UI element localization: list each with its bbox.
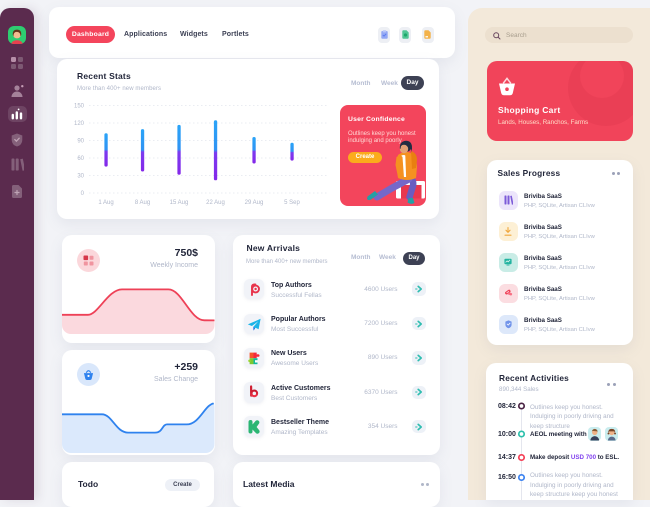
svg-text:1 Aug: 1 Aug — [98, 200, 113, 206]
svg-text:0: 0 — [81, 191, 85, 197]
svg-text:30: 30 — [77, 174, 84, 180]
svg-text:60: 60 — [77, 156, 84, 162]
svg-text:5 Sep: 5 Sep — [284, 200, 300, 206]
svg-text:22 Aug: 22 Aug — [206, 200, 225, 206]
svg-text:90: 90 — [77, 139, 84, 145]
svg-text:29 Aug: 29 Aug — [245, 200, 264, 206]
svg-text:150: 150 — [74, 104, 85, 110]
svg-text:120: 120 — [74, 121, 85, 127]
svg-text:15 Aug: 15 Aug — [170, 200, 189, 206]
svg-text:8 Aug: 8 Aug — [135, 200, 150, 206]
